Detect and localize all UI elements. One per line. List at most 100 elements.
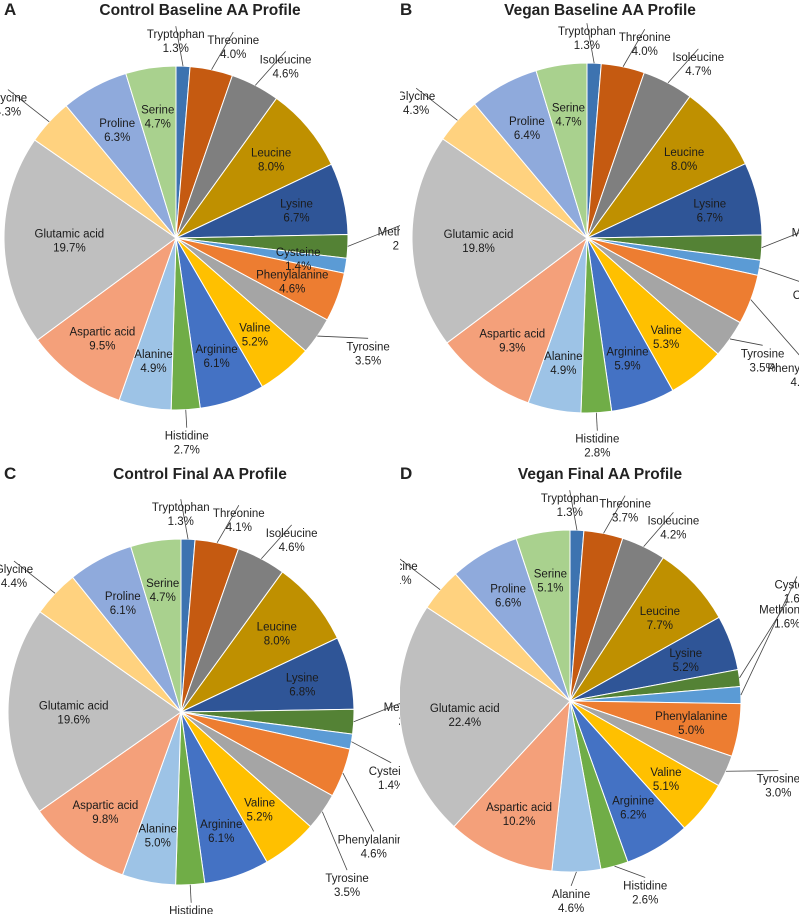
slice-label-glutamic-acid: Glutamic acid	[444, 229, 514, 241]
slice-value-threonine: 4.1%	[226, 522, 252, 534]
panel-letter: A	[4, 0, 17, 19]
pie-slice-glutamic-acid	[411, 138, 588, 344]
leader-line-glycine	[415, 87, 458, 121]
leader-line-tyrosine	[317, 335, 369, 339]
leader-line-threonine	[622, 28, 646, 67]
panel-d: D Vegan Final AA Profile Tryptophan 1.3% T…	[400, 464, 799, 921]
slice-label-tryptophan: Tryptophan	[541, 493, 599, 505]
slice-value-lysine: 6.7%	[283, 213, 309, 225]
slice-value-leucine: 8.0%	[264, 635, 290, 647]
slice-label-glycine: Glycine	[0, 564, 33, 576]
slice-value-aspartic-acid: 9.3%	[499, 342, 525, 354]
slice-label-proline: Proline	[509, 116, 545, 128]
slice-value-proline: 6.3%	[104, 132, 130, 144]
panel-letter: B	[400, 0, 413, 19]
slice-value-serine: 5.1%	[537, 582, 563, 594]
slice-value-phenylalanine: 4.6%	[361, 848, 387, 860]
slice-label-histidine: Histidine	[623, 880, 667, 892]
leader-line-tyrosine	[725, 770, 779, 772]
slice-label-isoleucine: Isoleucine	[266, 528, 318, 540]
pie-slice-serine	[515, 529, 571, 702]
leader-line-phenylalanine	[750, 299, 799, 356]
panel-a: A Control Baseline AA Profile Tryptophan…	[0, 0, 400, 457]
slice-value-leucine: 8.0%	[258, 162, 284, 174]
slice-value-tryptophan: 1.3%	[163, 43, 189, 55]
pie-slice-aspartic-acid	[453, 699, 571, 872]
slice-label-leucine: Leucine	[251, 148, 291, 160]
leader-line-cysteine	[759, 267, 799, 282]
chart-title: Control Baseline AA Profile	[99, 2, 301, 19]
slice-label-arginine: Arginine	[200, 819, 242, 831]
leader-line-isoleucine	[261, 524, 292, 560]
slice-value-lysine: 6.7%	[697, 213, 723, 225]
slice-label-glycine: Glycine	[0, 93, 27, 105]
leader-line-histidine	[595, 412, 598, 431]
slice-value-histidine: 2.7%	[174, 445, 200, 457]
slice-value-leucine: 8.0%	[671, 161, 697, 173]
pie-slice-glutamic-acid	[7, 611, 182, 812]
pie-slice-glutamic-acid	[400, 606, 571, 828]
slice-label-alanine: Alanine	[134, 349, 172, 361]
leader-line-tryptophan	[175, 26, 184, 67]
slice-value-lysine: 5.2%	[673, 662, 699, 674]
slice-label-isoleucine: Isoleucine	[647, 515, 699, 527]
slice-label-isoleucine: Isoleucine	[672, 52, 724, 64]
slice-label-lysine: Lysine	[669, 648, 702, 660]
pie-slice-serine	[535, 62, 588, 239]
slice-label-glutamic-acid: Glutamic acid	[430, 703, 500, 715]
leader-line-threonine	[603, 495, 626, 534]
slice-value-glutamic-acid: 19.6%	[57, 715, 90, 727]
slice-value-arginine: 6.1%	[208, 833, 234, 845]
slice-value-tyrosine: 3.5%	[355, 355, 381, 367]
slice-label-alanine: Alanine	[139, 823, 177, 835]
pie-slice-aspartic-acid	[38, 710, 183, 876]
slice-label-proline: Proline	[99, 118, 135, 130]
slice-value-glycine: 4.4%	[1, 578, 27, 590]
slice-value-glycine: 4.3%	[403, 105, 429, 117]
slice-value-arginine: 6.1%	[203, 358, 229, 370]
slice-value-serine: 4.7%	[145, 119, 171, 131]
slice-label-tryptophan: Tryptophan	[558, 26, 616, 38]
leader-line-tryptophan	[180, 499, 189, 540]
slice-label-cysteine: Cysteine	[276, 247, 321, 259]
pie-chart-d: Tryptophan 1.3% Threonine 3.7% Isoleucine 4.2…	[400, 490, 799, 914]
slice-label-leucine: Leucine	[640, 606, 680, 618]
leader-line-histidine	[189, 884, 192, 903]
leader-line-glycine	[13, 560, 56, 594]
chart-title: Vegan Baseline AA Profile	[504, 2, 696, 19]
leader-line-tyrosine	[729, 338, 763, 346]
slice-value-isoleucine: 4.7%	[685, 66, 711, 78]
slice-value-valine: 5.1%	[653, 781, 679, 793]
slice-value-threonine: 4.0%	[220, 49, 246, 61]
slice-label-valine: Valine	[239, 323, 270, 335]
slice-label-methionine: Methionine	[378, 226, 400, 238]
slice-label-threonine: Threonine	[599, 499, 651, 511]
slice-label-glycine: Glycine	[400, 561, 418, 573]
slice-value-cysteine: 1.4%	[378, 780, 400, 792]
leader-line-threonine	[211, 31, 234, 70]
slice-label-tryptophan: Tryptophan	[152, 502, 210, 514]
slice-label-threonine: Threonine	[619, 32, 671, 44]
leader-line-phenylalanine	[342, 772, 375, 832]
slice-value-leucine: 7.7%	[647, 620, 673, 632]
slice-label-histidine: Histidine	[165, 431, 209, 443]
slice-label-lysine: Lysine	[693, 199, 726, 211]
leader-line-tryptophan	[586, 23, 595, 64]
slice-value-methionine: 1.6%	[774, 619, 799, 631]
slice-label-tryptophan: Tryptophan	[147, 29, 205, 41]
panel-b: B Vegan Baseline AA Profile Tryptophan 1.…	[400, 0, 799, 457]
leader-line-threonine	[216, 504, 240, 544]
slice-label-aspartic-acid: Aspartic acid	[486, 802, 552, 814]
slice-label-serine: Serine	[552, 102, 585, 114]
slice-label-glycine: Glycine	[400, 91, 435, 103]
slice-label-glutamic-acid: Glutamic acid	[35, 229, 105, 241]
slice-label-phenylalanine: Phenylalanine	[767, 363, 799, 375]
slice-value-tryptophan: 1.3%	[574, 40, 600, 52]
slice-value-cysteine: 1.4%	[285, 261, 311, 273]
slice-label-methionine: Methionine	[792, 228, 799, 240]
slice-value-serine: 4.7%	[555, 116, 581, 128]
slice-label-methionine: Methionine	[759, 605, 799, 617]
slice-value-isoleucine: 4.6%	[279, 542, 305, 554]
slice-value-arginine: 5.9%	[614, 360, 640, 372]
slice-value-glycine: 4.3%	[0, 107, 21, 119]
